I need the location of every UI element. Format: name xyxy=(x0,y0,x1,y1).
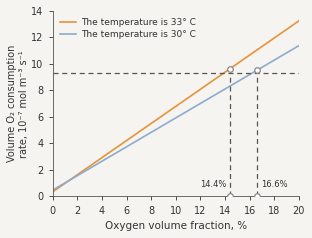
Line: The temperature is 33° C: The temperature is 33° C xyxy=(53,21,299,192)
The temperature is 33° C xyxy=(197,89,201,91)
The temperature is 33° C xyxy=(274,35,278,38)
X-axis label: Oxygen volume fraction, %: Oxygen volume fraction, % xyxy=(105,221,247,231)
The temperature is 33° C xyxy=(258,46,262,49)
The temperature is 30° C xyxy=(197,103,201,105)
Text: 14.4%: 14.4% xyxy=(200,180,226,189)
The temperature is 33° C xyxy=(52,190,56,193)
The temperature is 33° C xyxy=(197,89,200,92)
Line: The temperature is 30° C: The temperature is 30° C xyxy=(53,46,299,190)
The temperature is 33° C xyxy=(51,190,55,193)
Y-axis label: Volume O₂ consumption
rate, 10⁻⁷ mol m⁻³ s⁻¹: Volume O₂ consumption rate, 10⁻⁷ mol m⁻³… xyxy=(7,45,28,162)
The temperature is 30° C xyxy=(202,100,205,103)
The temperature is 30° C xyxy=(297,44,301,47)
The temperature is 30° C xyxy=(51,189,55,192)
The temperature is 30° C xyxy=(197,103,200,106)
The temperature is 30° C xyxy=(274,58,278,61)
Text: 16.6%: 16.6% xyxy=(261,180,287,189)
The temperature is 33° C xyxy=(202,86,205,89)
The temperature is 30° C xyxy=(52,188,56,191)
The temperature is 30° C xyxy=(258,67,262,70)
The temperature is 33° C xyxy=(297,20,301,22)
Legend: The temperature is 33° C, The temperature is 30° C: The temperature is 33° C, The temperatur… xyxy=(57,15,198,42)
